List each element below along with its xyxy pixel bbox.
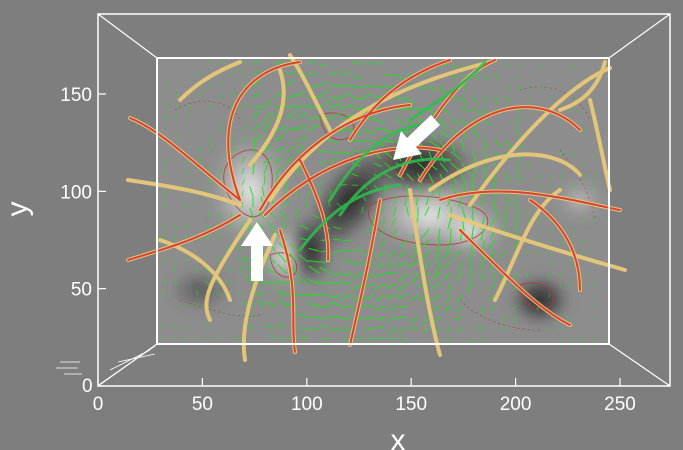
x-axis-tick-marks bbox=[97, 378, 621, 386]
y-axis-title: y bbox=[1, 202, 34, 217]
y-tick-label: 50 bbox=[71, 280, 92, 301]
3d-frame bbox=[56, 13, 671, 387]
corner-ticks bbox=[56, 345, 156, 385]
field-lines bbox=[126, 53, 627, 362]
x-tick-label: 100 bbox=[291, 394, 323, 415]
y-axis-tick-marks bbox=[98, 93, 106, 290]
x-tick-label: 0 bbox=[93, 394, 104, 415]
x-axis-title: x bbox=[391, 424, 406, 450]
front-frame bbox=[97, 13, 671, 387]
y-tick-label: 100 bbox=[60, 182, 92, 203]
x-axis-tick-labels: 0 50 100 150 200 250 bbox=[93, 394, 636, 415]
down-left-arrow bbox=[393, 115, 440, 160]
y-axis-tick-labels: 50 100 150 bbox=[60, 85, 92, 301]
upward-arrow bbox=[241, 222, 273, 281]
x-tick-label: 200 bbox=[500, 394, 532, 415]
back-plane bbox=[156, 57, 610, 345]
up-arrow-icon bbox=[241, 222, 273, 281]
y-tick-label: 150 bbox=[60, 85, 92, 106]
x-tick-label: 150 bbox=[395, 394, 427, 415]
contour-lines-dotted bbox=[174, 86, 596, 331]
x-tick-label: 50 bbox=[192, 394, 213, 415]
x-tick-label: 250 bbox=[604, 394, 636, 415]
y-origin-label: 0 bbox=[82, 376, 93, 397]
down-left-arrow-icon bbox=[393, 115, 440, 160]
